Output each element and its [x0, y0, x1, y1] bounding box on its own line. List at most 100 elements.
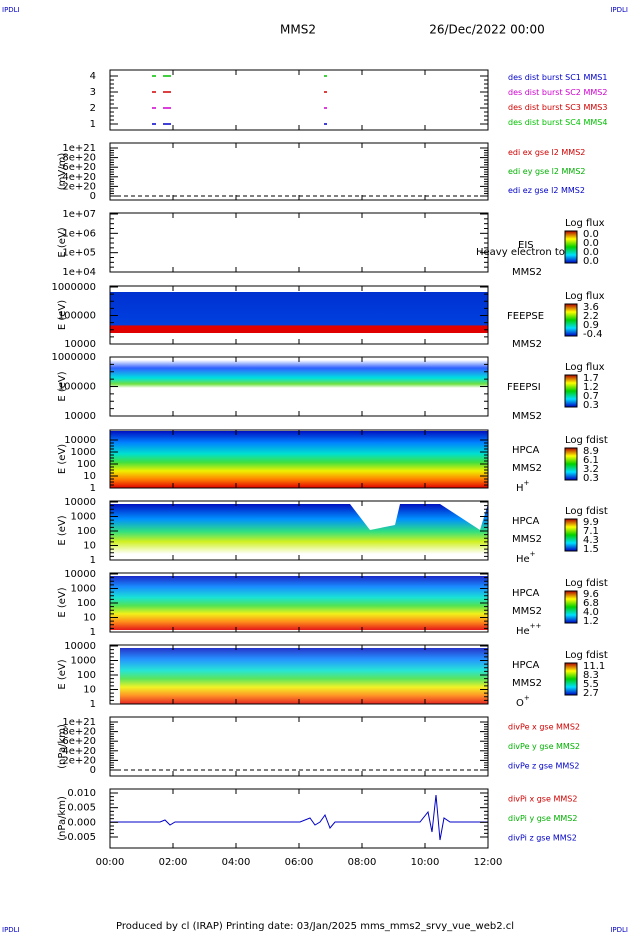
- instrument: HPCA: [512, 660, 540, 671]
- spacecraft: MMS2: [280, 23, 316, 37]
- colorbar: [564, 662, 578, 696]
- colorbar-tick: 0.0: [583, 247, 599, 258]
- colorbar-tick: 9.6: [583, 589, 599, 600]
- divpi-trace: [110, 794, 488, 841]
- legend-entry: edi ex gse l2 MMS2: [508, 148, 585, 157]
- ion-base: He: [516, 554, 530, 565]
- colorbar-title: Log flux: [565, 291, 605, 302]
- instrument: HPCA: [512, 516, 540, 527]
- spacecraft-label: MMS2: [512, 534, 542, 545]
- spacecraft-label: MMS2: [512, 606, 542, 617]
- y-tick-label: 1e+04: [62, 267, 96, 278]
- x-tick-label: 00:00: [96, 857, 125, 868]
- legend-entry: edi ey gse l2 MMS2: [508, 167, 586, 176]
- y-tick-label: 1e+21: [62, 143, 96, 154]
- y-tick-label: 10: [83, 541, 96, 552]
- ion-charge: +: [524, 694, 530, 702]
- ion-base: H: [516, 483, 524, 494]
- y-tick-label: 4: [90, 71, 96, 82]
- x-tick-label: 04:00: [222, 857, 251, 868]
- colorbar-tick: 3.2: [583, 464, 599, 475]
- y-tick-label: 2: [90, 103, 96, 114]
- y-tick-label: 0.010: [67, 788, 96, 799]
- y-axis-label: (nPa/km): [57, 724, 68, 769]
- y-tick-label: 10000: [64, 641, 96, 652]
- ion-label: He++: [516, 622, 542, 637]
- colorbar-tick: 0.7: [583, 391, 599, 402]
- y-tick-label: 1: [90, 119, 96, 130]
- y-tick-label: 1000: [71, 584, 96, 595]
- legend-entry: divPe x gse MMS2: [508, 722, 580, 731]
- colorbar: [564, 374, 578, 408]
- spectrogram: [110, 360, 488, 400]
- spectrogram: [110, 292, 488, 333]
- spectrogram: [120, 648, 488, 704]
- instrument: EIS: [518, 240, 534, 251]
- y-tick-label: 1000: [71, 447, 96, 458]
- y-tick-label: 10: [83, 685, 96, 696]
- legend-entry: divPe z gse MMS2: [508, 762, 579, 771]
- y-tick-label: 1e+21: [62, 717, 96, 728]
- y-tick-label: 100000: [58, 311, 96, 322]
- y-tick-label: 6e+20: [62, 736, 96, 747]
- colorbar-title: Log flux: [565, 218, 605, 229]
- panel-frame: [109, 142, 489, 201]
- footer-text: Produced by cl (IRAP) Printing date: 03/…: [116, 921, 514, 932]
- legend-entry: des dist burst SC4 MMS4: [508, 118, 607, 127]
- corner-label: IPDLI: [610, 926, 628, 934]
- y-tick-label: 10: [83, 471, 96, 482]
- instrument: HPCA: [512, 445, 540, 456]
- y-tick-label: 100: [77, 526, 96, 537]
- spacecraft-label: MMS2: [512, 463, 542, 474]
- colorbar-title: Log fdist: [565, 650, 608, 661]
- x-tick-label: 12:00: [474, 857, 503, 868]
- instrument-note: Heavy electron to: [476, 247, 565, 258]
- y-axis-label: E (eV): [57, 300, 68, 330]
- panel-frame: [109, 716, 489, 777]
- colorbar-title: Log fdist: [565, 578, 608, 589]
- y-axis-label: (mV/m): [57, 153, 68, 191]
- y-tick-label: 1000: [71, 512, 96, 523]
- colorbar-tick: 4.0: [583, 607, 599, 618]
- y-tick-label: 10: [83, 613, 96, 624]
- y-tick-label: 1e+07: [62, 209, 96, 220]
- y-tick-label: 1e+06: [62, 228, 96, 239]
- y-tick-label: 4e+20: [62, 746, 96, 757]
- y-tick-label: 10000: [64, 497, 96, 508]
- colorbar: [564, 230, 578, 264]
- y-tick-label: 1: [90, 555, 96, 566]
- colorbar-tick: 11.1: [583, 661, 605, 672]
- colorbar-tick: 2.7: [583, 688, 599, 699]
- x-tick-label: 02:00: [159, 857, 188, 868]
- y-tick-label: 100: [77, 598, 96, 609]
- y-axis-label: E (eV): [57, 444, 68, 474]
- y-tick-label: 1: [90, 627, 96, 638]
- ion-label: He+: [516, 550, 536, 565]
- instrument: FEEPSE: [507, 311, 544, 322]
- colorbar-tick: 0.0: [583, 238, 599, 249]
- y-tick-label: 1: [90, 483, 96, 494]
- colorbar-tick: 0.3: [583, 473, 599, 484]
- ion-charge: +: [530, 550, 536, 558]
- spacecraft-label: MMS2: [512, 678, 542, 689]
- y-tick-label: 100: [77, 670, 96, 681]
- data-gap: [350, 504, 488, 530]
- colorbar-tick: 0.0: [583, 229, 599, 240]
- colorbar-tick: 6.8: [583, 598, 599, 609]
- colorbar-tick: 1.2: [583, 616, 599, 627]
- date: 26/Dec/2022 00:00: [429, 23, 545, 37]
- spectrogram: [110, 504, 488, 554]
- y-tick-label: 10000: [64, 411, 96, 422]
- colorbar: [564, 303, 578, 337]
- instrument: HPCA: [512, 588, 540, 599]
- y-axis-label: E (eV): [57, 227, 68, 257]
- corner-label: IPDLI: [2, 926, 20, 934]
- y-axis-label: E (eV): [57, 659, 68, 689]
- panel-frame: [109, 69, 489, 131]
- colorbar-tick: 0.9: [583, 320, 599, 331]
- y-tick-label: 10000: [64, 339, 96, 350]
- legend-entry: des dist burst SC1 MMS1: [508, 73, 607, 82]
- colorbar-tick: 1.7: [583, 373, 599, 384]
- panel-frame: [109, 788, 489, 849]
- spacecraft-label: MMS2: [512, 339, 542, 350]
